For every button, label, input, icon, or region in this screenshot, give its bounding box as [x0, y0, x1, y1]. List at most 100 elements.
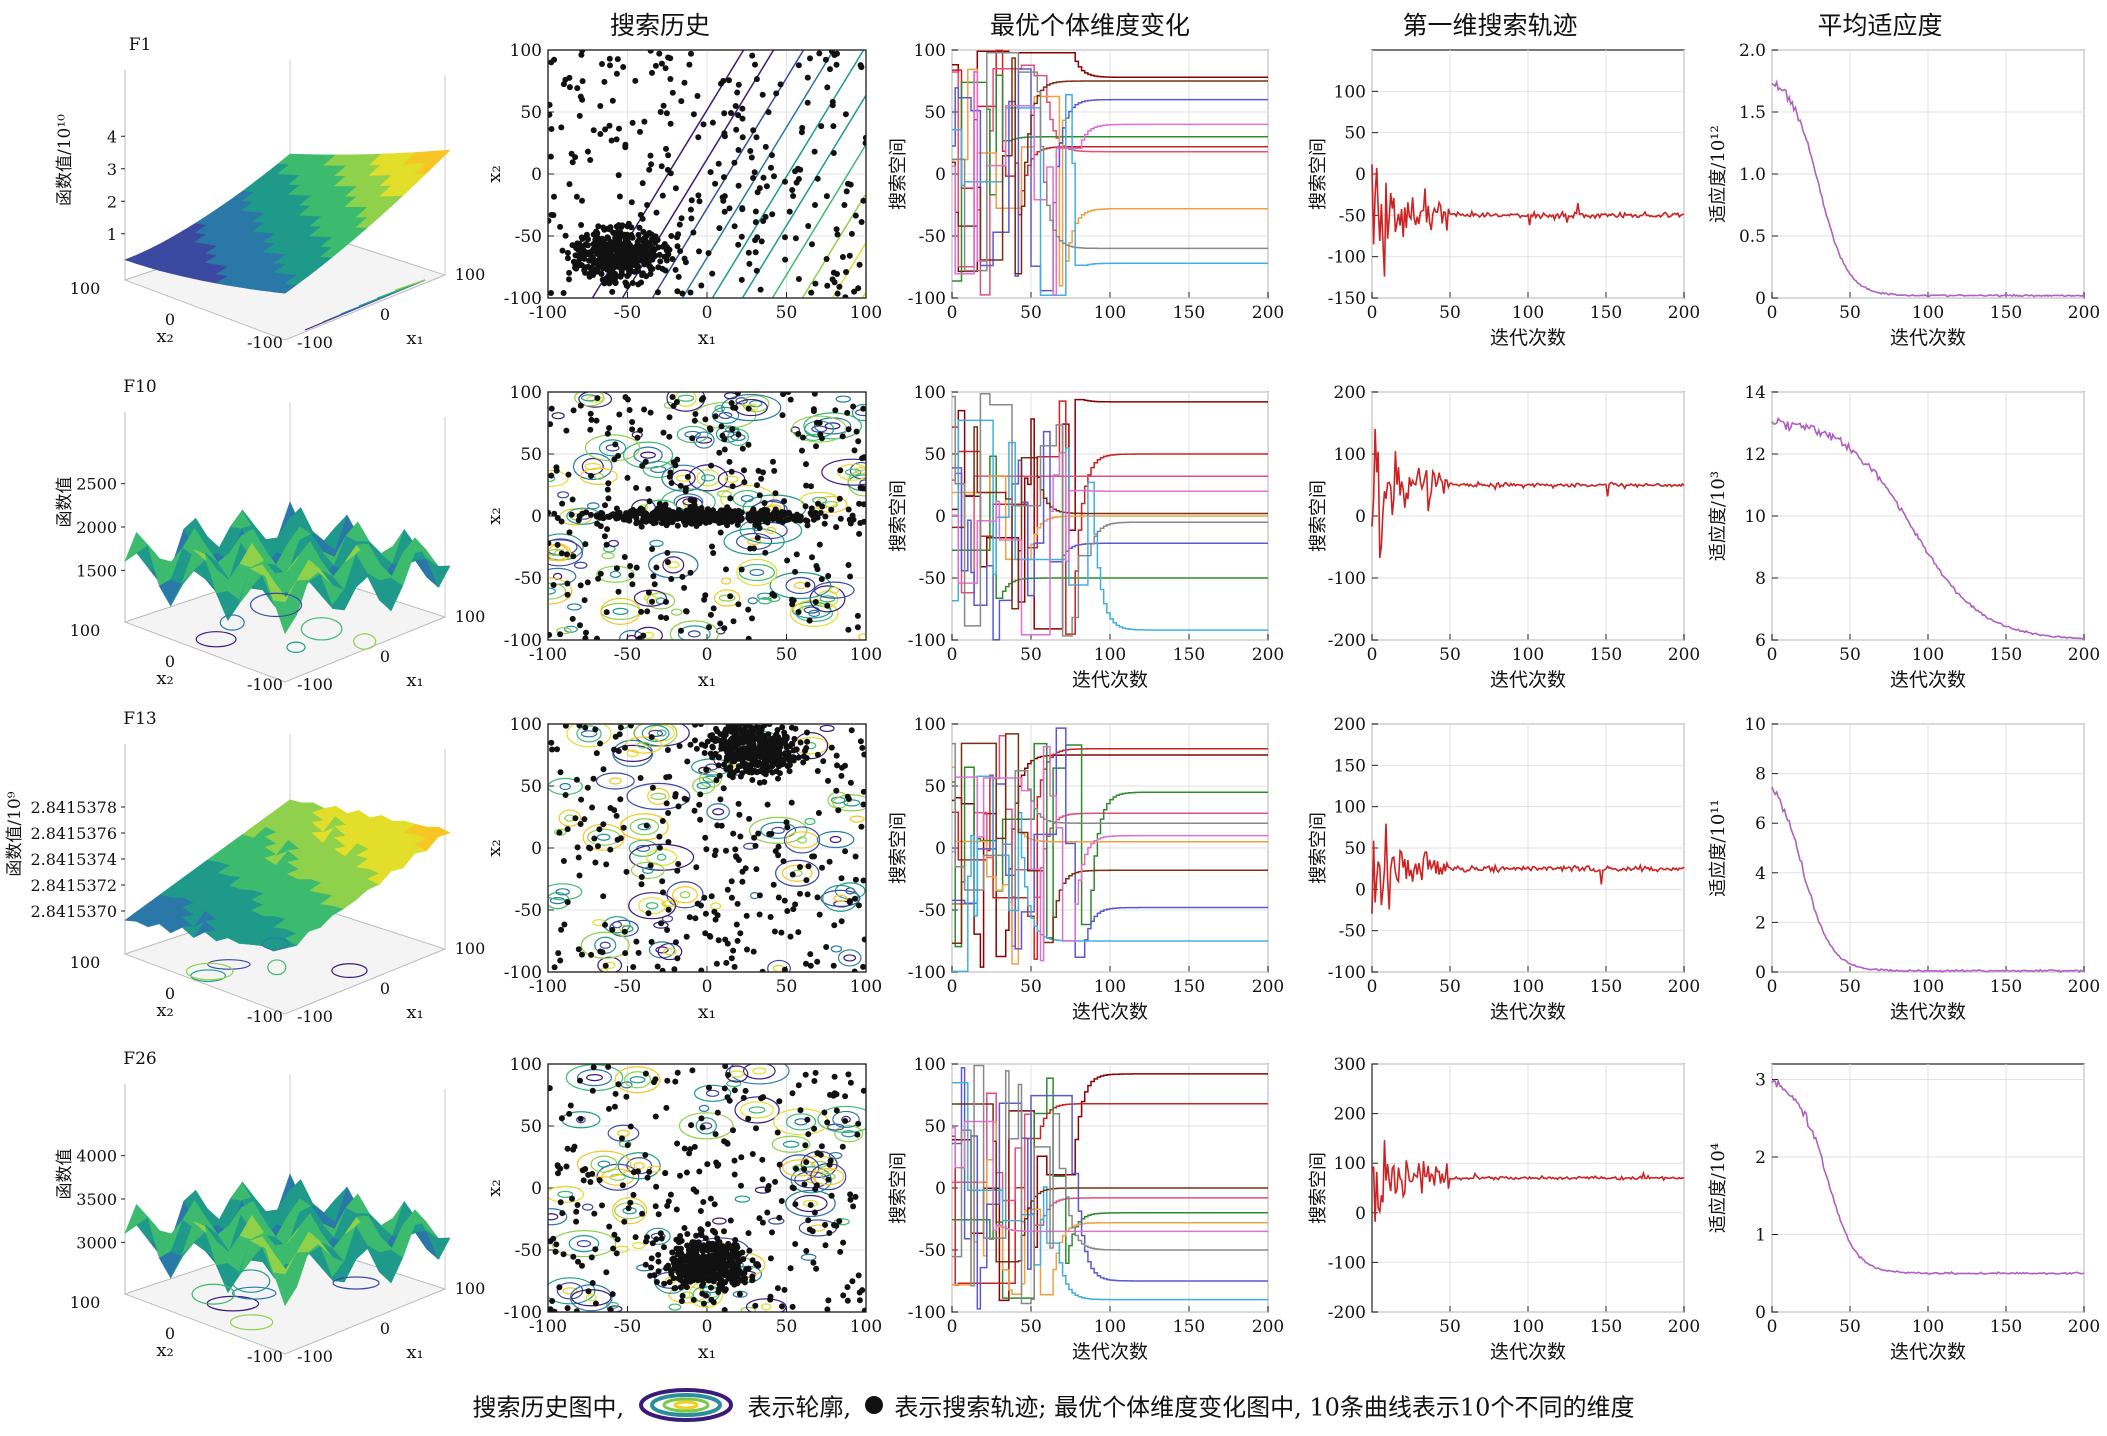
history-ytick-label: -50 — [515, 1241, 542, 1261]
history-point — [624, 1142, 631, 1149]
trajectory-xlabel: 迭代次数 — [1490, 669, 1566, 691]
history-point — [789, 754, 796, 761]
history-point — [842, 848, 849, 855]
history-point — [730, 618, 737, 625]
history-point — [808, 289, 815, 296]
history-contour-line — [831, 241, 866, 298]
history-point — [564, 899, 571, 906]
history-contour — [576, 1069, 613, 1087]
history-contour — [824, 422, 841, 430]
history-point — [557, 631, 564, 638]
history-point — [861, 751, 866, 758]
history-point — [609, 288, 616, 295]
history-point — [702, 416, 709, 423]
history-contour — [696, 469, 720, 487]
history-point — [812, 1186, 819, 1193]
history-point — [596, 826, 603, 833]
history-xtick-label: 0 — [702, 1317, 713, 1337]
history-point — [790, 1185, 797, 1192]
history-point — [747, 148, 754, 154]
history-point — [606, 122, 613, 129]
history-ytick-label: 50 — [520, 103, 542, 123]
history-contour — [633, 724, 678, 747]
history-point — [572, 815, 579, 822]
history-point — [756, 525, 763, 531]
history-point — [814, 768, 821, 774]
history-point — [548, 111, 553, 118]
fitness-xlabel: 迭代次数 — [1890, 1001, 1966, 1023]
history-point — [649, 69, 655, 76]
history-point — [581, 816, 588, 823]
history-point — [759, 91, 766, 98]
dims-xlabel: 迭代次数 — [1072, 669, 1148, 691]
history-point — [761, 749, 768, 756]
history-contour — [655, 946, 669, 954]
history-point — [847, 1196, 854, 1203]
history-contour — [721, 393, 782, 422]
history-point — [735, 241, 742, 248]
history-point — [769, 211, 776, 218]
history-point — [615, 452, 622, 459]
history-point — [715, 762, 722, 769]
history-point — [862, 134, 866, 141]
history-point — [831, 1222, 837, 1228]
surface-x1-label: x₁ — [406, 328, 423, 349]
history-point — [611, 1231, 618, 1238]
history-point — [598, 509, 605, 516]
history-point — [750, 127, 757, 134]
fitness-ytick-label: 1.0 — [1739, 165, 1766, 185]
history-point — [712, 180, 719, 187]
history-point — [757, 286, 764, 293]
history-point — [782, 256, 789, 263]
history-point — [702, 592, 709, 599]
history-point — [721, 1307, 728, 1312]
surface-x1-label: x₁ — [406, 1002, 423, 1023]
trajectory-ytick-label: 0 — [1355, 880, 1366, 900]
history-point — [775, 843, 782, 850]
history-point — [828, 506, 835, 513]
history-contour — [640, 451, 656, 459]
history-point — [755, 830, 762, 837]
history-contour — [804, 817, 816, 826]
history-point — [759, 968, 766, 972]
history-ytick-label: -50 — [515, 569, 542, 589]
history-point — [602, 921, 608, 928]
history-point — [812, 1069, 819, 1076]
history-point — [663, 257, 670, 264]
history-point — [579, 510, 586, 517]
history-point — [573, 776, 580, 783]
history-point — [657, 1230, 664, 1237]
history-point — [630, 510, 637, 517]
trajectory-xtick-label: 50 — [1439, 645, 1461, 665]
history-point — [716, 225, 723, 232]
history-point — [839, 254, 846, 260]
fitness-line — [1771, 786, 2085, 974]
history-contour — [819, 595, 836, 603]
history-point — [792, 1241, 799, 1247]
history-contour — [580, 931, 630, 959]
history-contour — [618, 1140, 632, 1148]
history-point — [555, 950, 562, 957]
history-point — [559, 247, 566, 254]
history-point — [694, 93, 701, 99]
history-point — [738, 1154, 745, 1161]
history-point — [583, 629, 589, 636]
history-contour — [742, 395, 770, 413]
history-point — [730, 830, 737, 837]
history-ylabel: x₂ — [484, 839, 505, 856]
surface-x2-tick: -100 — [247, 675, 283, 694]
history-contour — [666, 881, 704, 909]
history-point — [661, 516, 668, 523]
history-point — [594, 249, 601, 256]
history-contour — [562, 1287, 578, 1295]
history-point — [661, 241, 668, 247]
history-point — [740, 727, 747, 734]
history-point — [776, 1098, 783, 1105]
history-point — [793, 746, 800, 753]
history-point — [601, 226, 608, 233]
history-contour — [662, 899, 679, 907]
history-contour — [668, 1303, 682, 1311]
history-point — [591, 1210, 598, 1217]
